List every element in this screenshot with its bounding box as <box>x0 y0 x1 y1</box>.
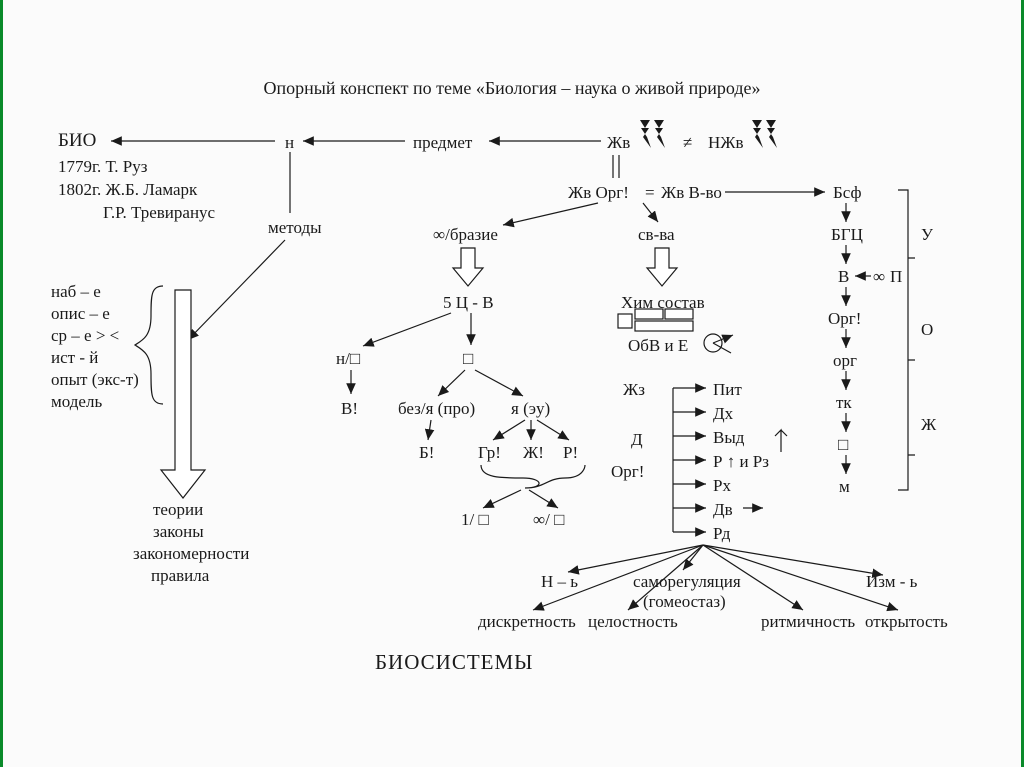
arrows-layer <box>3 0 1024 767</box>
diagram-page: Опорный конспект по теме «Биология – нау… <box>0 0 1024 767</box>
